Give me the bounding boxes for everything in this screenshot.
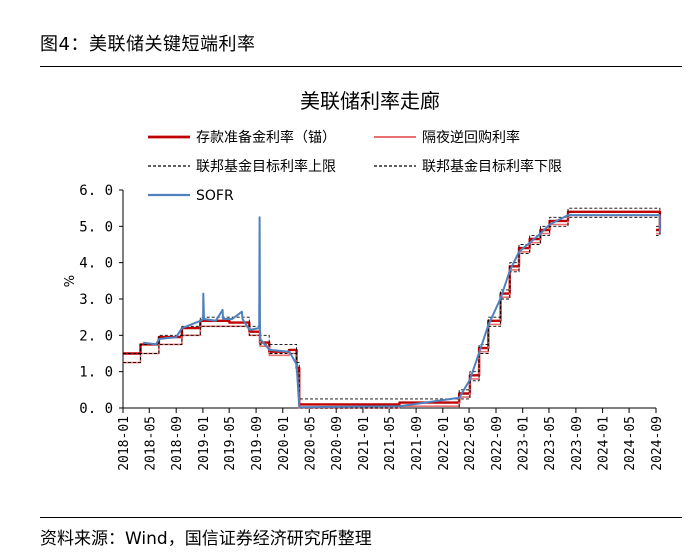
x-tick-label: 2021-01 [357, 416, 372, 471]
x-tick-label: 2023-01 [517, 416, 532, 471]
x-tick-label: 2019-09 [250, 416, 265, 471]
legend-label: SOFR [196, 188, 234, 204]
x-tick-label: 2018-01 [117, 416, 132, 471]
x-tick-label: 2022-05 [463, 416, 478, 471]
source-note: 资料来源：Wind，国信证券经济研究所整理 [40, 529, 372, 549]
x-tick-label: 2020-05 [303, 416, 318, 471]
y-tick-label: 6. 0 [79, 183, 113, 199]
x-tick-label: 2020-09 [330, 416, 345, 471]
figure-label: 图4：美联储关键短端利率 [40, 34, 256, 55]
y-tick-label: 0. 0 [79, 401, 113, 417]
x-tick-label: 2023-05 [543, 416, 558, 471]
x-tick-label: 2018-05 [143, 416, 158, 471]
legend-label: 联邦基金目标利率下限 [422, 158, 562, 175]
x-tick-label: 2022-01 [437, 416, 452, 471]
series-line-2 [123, 207, 661, 400]
x-tick-label: 2024-01 [597, 416, 612, 471]
series-group [123, 207, 662, 409]
series-line-4 [142, 214, 661, 409]
x-tick-label: 2023-09 [570, 416, 585, 471]
x-tick-label: 2024-05 [623, 416, 638, 471]
top-rule [40, 66, 682, 67]
bottom-rule [40, 517, 682, 518]
x-tick-label: 2021-05 [383, 416, 398, 471]
x-tick-label: 2022-09 [490, 416, 505, 471]
y-tick-label: 2. 0 [79, 328, 113, 344]
y-axis-label: % [63, 275, 78, 287]
x-tick-label: 2018-09 [170, 416, 185, 471]
legend-label: 联邦基金目标利率上限 [196, 158, 336, 175]
x-tick-label: 2024-09 [650, 416, 665, 471]
legend-label: 隔夜逆回购利率 [422, 129, 520, 146]
chart-title: 美联储利率走廊 [300, 89, 440, 113]
x-tick-label: 2021-09 [410, 416, 425, 471]
y-tick-label: 3. 0 [79, 292, 113, 308]
y-tick-label: 5. 0 [79, 219, 113, 235]
legend-label: 存款准备金利率（锚） [196, 129, 336, 146]
x-tick-label: 2019-05 [223, 416, 238, 471]
axes: 0. 0 1. 0 2. 0 3. 0 4. 0 5. 0 6. 0 2018-01 2018-… [79, 183, 665, 471]
x-tick-label: 2019-01 [197, 416, 212, 471]
series-line-3 [123, 216, 661, 409]
x-tick-label: 2020-01 [277, 416, 292, 471]
y-tick-label: 1. 0 [79, 365, 113, 381]
y-tick-label: 4. 0 [79, 256, 113, 272]
